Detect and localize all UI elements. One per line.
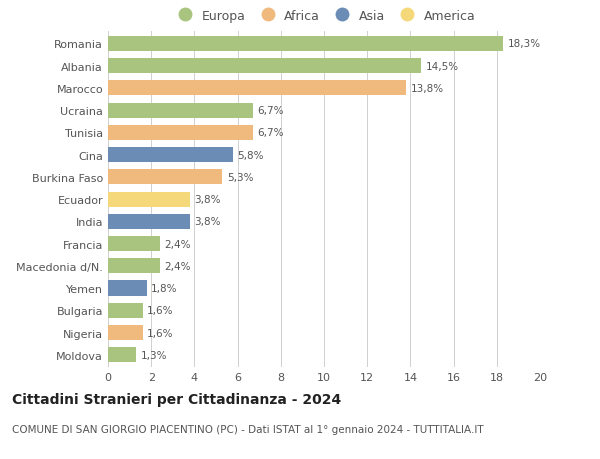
Bar	[108, 325, 143, 341]
Bar	[108, 281, 147, 296]
Text: 1,6%: 1,6%	[147, 328, 173, 338]
Text: 1,6%: 1,6%	[147, 306, 173, 316]
Text: 1,8%: 1,8%	[151, 284, 178, 293]
Bar	[108, 214, 190, 230]
Text: 5,8%: 5,8%	[238, 150, 264, 160]
Text: 3,8%: 3,8%	[194, 217, 221, 227]
Bar	[108, 192, 190, 207]
Text: 14,5%: 14,5%	[425, 62, 458, 72]
Text: 1,3%: 1,3%	[140, 350, 167, 360]
Text: 2,4%: 2,4%	[164, 261, 191, 271]
Text: 5,3%: 5,3%	[227, 173, 253, 183]
Bar	[108, 59, 421, 74]
Text: 2,4%: 2,4%	[164, 239, 191, 249]
Bar	[108, 103, 253, 118]
Text: 3,8%: 3,8%	[194, 195, 221, 205]
Bar	[108, 259, 160, 274]
Bar	[108, 170, 223, 185]
Bar	[108, 81, 406, 96]
Bar	[108, 236, 160, 252]
Bar	[108, 303, 143, 318]
Text: 6,7%: 6,7%	[257, 106, 284, 116]
Text: 6,7%: 6,7%	[257, 128, 284, 138]
Text: Cittadini Stranieri per Cittadinanza - 2024: Cittadini Stranieri per Cittadinanza - 2…	[12, 392, 341, 406]
Bar	[108, 126, 253, 140]
Bar	[108, 148, 233, 163]
Text: COMUNE DI SAN GIORGIO PIACENTINO (PC) - Dati ISTAT al 1° gennaio 2024 - TUTTITAL: COMUNE DI SAN GIORGIO PIACENTINO (PC) - …	[12, 425, 484, 435]
Legend: Europa, Africa, Asia, America: Europa, Africa, Asia, America	[173, 10, 475, 22]
Bar	[108, 37, 503, 52]
Text: 13,8%: 13,8%	[410, 84, 443, 94]
Text: 18,3%: 18,3%	[508, 39, 541, 49]
Bar	[108, 347, 136, 363]
